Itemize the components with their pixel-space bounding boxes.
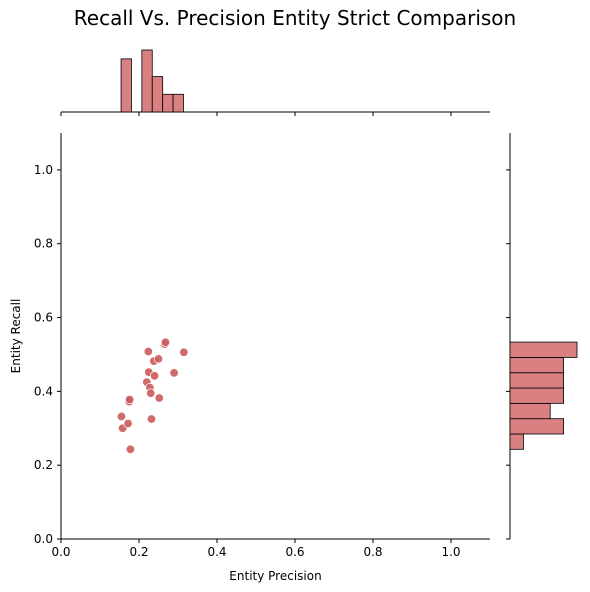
right-hist-bar xyxy=(509,433,524,450)
y-tick-label: 0.0 xyxy=(34,532,53,546)
y-tick-label: 1.0 xyxy=(34,163,53,177)
scatter-plot-area: 0.0 0.2 0.4 0.6 0.8 1.0 0.0 0.2 0.4 0.6 0.8 1.0 xyxy=(34,133,490,559)
scatter-point xyxy=(116,411,127,422)
top-hist-bar xyxy=(172,93,184,113)
scatter-point xyxy=(154,393,164,403)
top-hist-bar xyxy=(162,93,174,113)
scatter-point xyxy=(145,388,156,398)
scatter-point xyxy=(179,347,189,357)
scatter-point xyxy=(153,354,164,364)
right-hist-bar xyxy=(509,387,564,404)
scatter-point xyxy=(123,418,133,429)
scatter-point xyxy=(169,368,179,378)
scatter-point xyxy=(149,371,160,381)
x-tick-label: 0.0 xyxy=(51,545,70,559)
y-tick-label: 0.6 xyxy=(34,311,53,325)
scatter-point xyxy=(124,394,135,405)
right-hist-bar xyxy=(509,402,551,420)
y-tick-label: 0.4 xyxy=(34,384,53,398)
top-hist-bar xyxy=(141,49,153,113)
scatter-point xyxy=(125,444,136,455)
right-hist-bar xyxy=(509,418,564,435)
scatter-point xyxy=(146,414,157,424)
top-hist-bar xyxy=(151,76,164,113)
right-marginal-histogram xyxy=(506,133,578,540)
right-hist-bar xyxy=(509,372,564,389)
x-tick-label: 0.6 xyxy=(285,545,304,559)
x-axis-label: Entity Precision xyxy=(229,569,321,583)
x-tick-label: 1.0 xyxy=(441,545,460,559)
x-tick-label: 0.4 xyxy=(207,545,226,559)
right-hist-bar xyxy=(509,357,564,374)
chart-title: Recall Vs. Precision Entity Strict Compa… xyxy=(74,6,516,30)
y-tick-label: 0.8 xyxy=(34,237,53,251)
x-tick-label: 0.8 xyxy=(363,545,382,559)
x-tick-label: 0.2 xyxy=(129,545,148,559)
scatter-point xyxy=(143,346,154,357)
top-marginal-histogram xyxy=(60,49,490,116)
y-tick-label: 0.2 xyxy=(34,458,53,472)
y-axis-label: Entity Recall xyxy=(9,299,23,374)
top-hist-bar xyxy=(120,58,132,113)
scatter-point xyxy=(160,337,171,347)
right-hist-bar xyxy=(509,341,578,358)
